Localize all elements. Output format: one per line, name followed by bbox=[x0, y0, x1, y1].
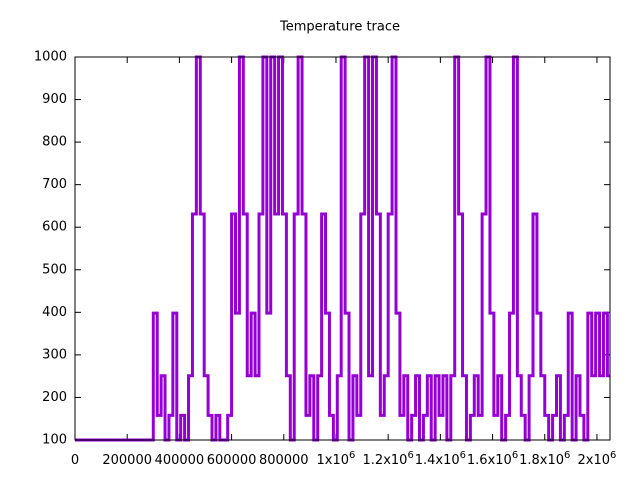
y-tick-label: 100 bbox=[42, 433, 67, 448]
y-tick-label: 400 bbox=[42, 305, 67, 320]
x-tick-label-exponent: 6 bbox=[610, 450, 616, 461]
x-tick-label-base: 1.6x10 bbox=[467, 453, 512, 468]
x-tick-label-exponent: 6 bbox=[407, 450, 413, 461]
y-tick-label: 500 bbox=[42, 262, 67, 277]
y-tick-label: 600 bbox=[42, 220, 67, 235]
plot-frame bbox=[74, 56, 611, 441]
x-tick-label-base: 2x10 bbox=[578, 453, 611, 468]
y-tick-label: 900 bbox=[42, 92, 67, 107]
x-tick-label-exponent: 6 bbox=[564, 450, 570, 461]
x-tick-label: 2x106 bbox=[578, 450, 617, 468]
x-tick-label: 1x106 bbox=[317, 450, 356, 468]
plot-area: 100 200 300 400 500 600 700 800 900 1000 0 200000 40… bbox=[34, 50, 616, 469]
y-tick-label: 300 bbox=[42, 347, 67, 362]
temperature-line bbox=[75, 55, 610, 442]
x-tick-label: 1.2x106 bbox=[363, 450, 414, 468]
x-tick-label: 400000 bbox=[155, 453, 205, 468]
x-tick-label: 1.8x106 bbox=[519, 450, 570, 468]
y-tick-label: 1000 bbox=[34, 50, 67, 65]
chart-title: Temperature trace bbox=[279, 20, 400, 35]
x-tick-label-exponent: 6 bbox=[512, 450, 518, 461]
y-tick-label: 200 bbox=[42, 390, 67, 405]
x-tick-label-base: 1x10 bbox=[317, 453, 350, 468]
x-tick-label: 1.6x106 bbox=[467, 450, 518, 468]
x-tick-label-exponent: 6 bbox=[460, 450, 466, 461]
x-tick-label: 600000 bbox=[207, 453, 257, 468]
x-tick-label-base: 1.2x10 bbox=[363, 453, 408, 468]
x-tick-label: 800000 bbox=[259, 453, 309, 468]
x-tick-label: 0 bbox=[71, 453, 79, 468]
x-tick-label: 200000 bbox=[102, 453, 152, 468]
x-tick-label: 1.4x106 bbox=[415, 450, 466, 468]
x-tick-label-base: 1.4x10 bbox=[415, 453, 460, 468]
y-tick-label: 800 bbox=[42, 135, 67, 150]
y-tick-label: 700 bbox=[42, 177, 67, 192]
x-tick-label-base: 1.8x10 bbox=[519, 453, 564, 468]
x-tick-label-exponent: 6 bbox=[349, 450, 355, 461]
